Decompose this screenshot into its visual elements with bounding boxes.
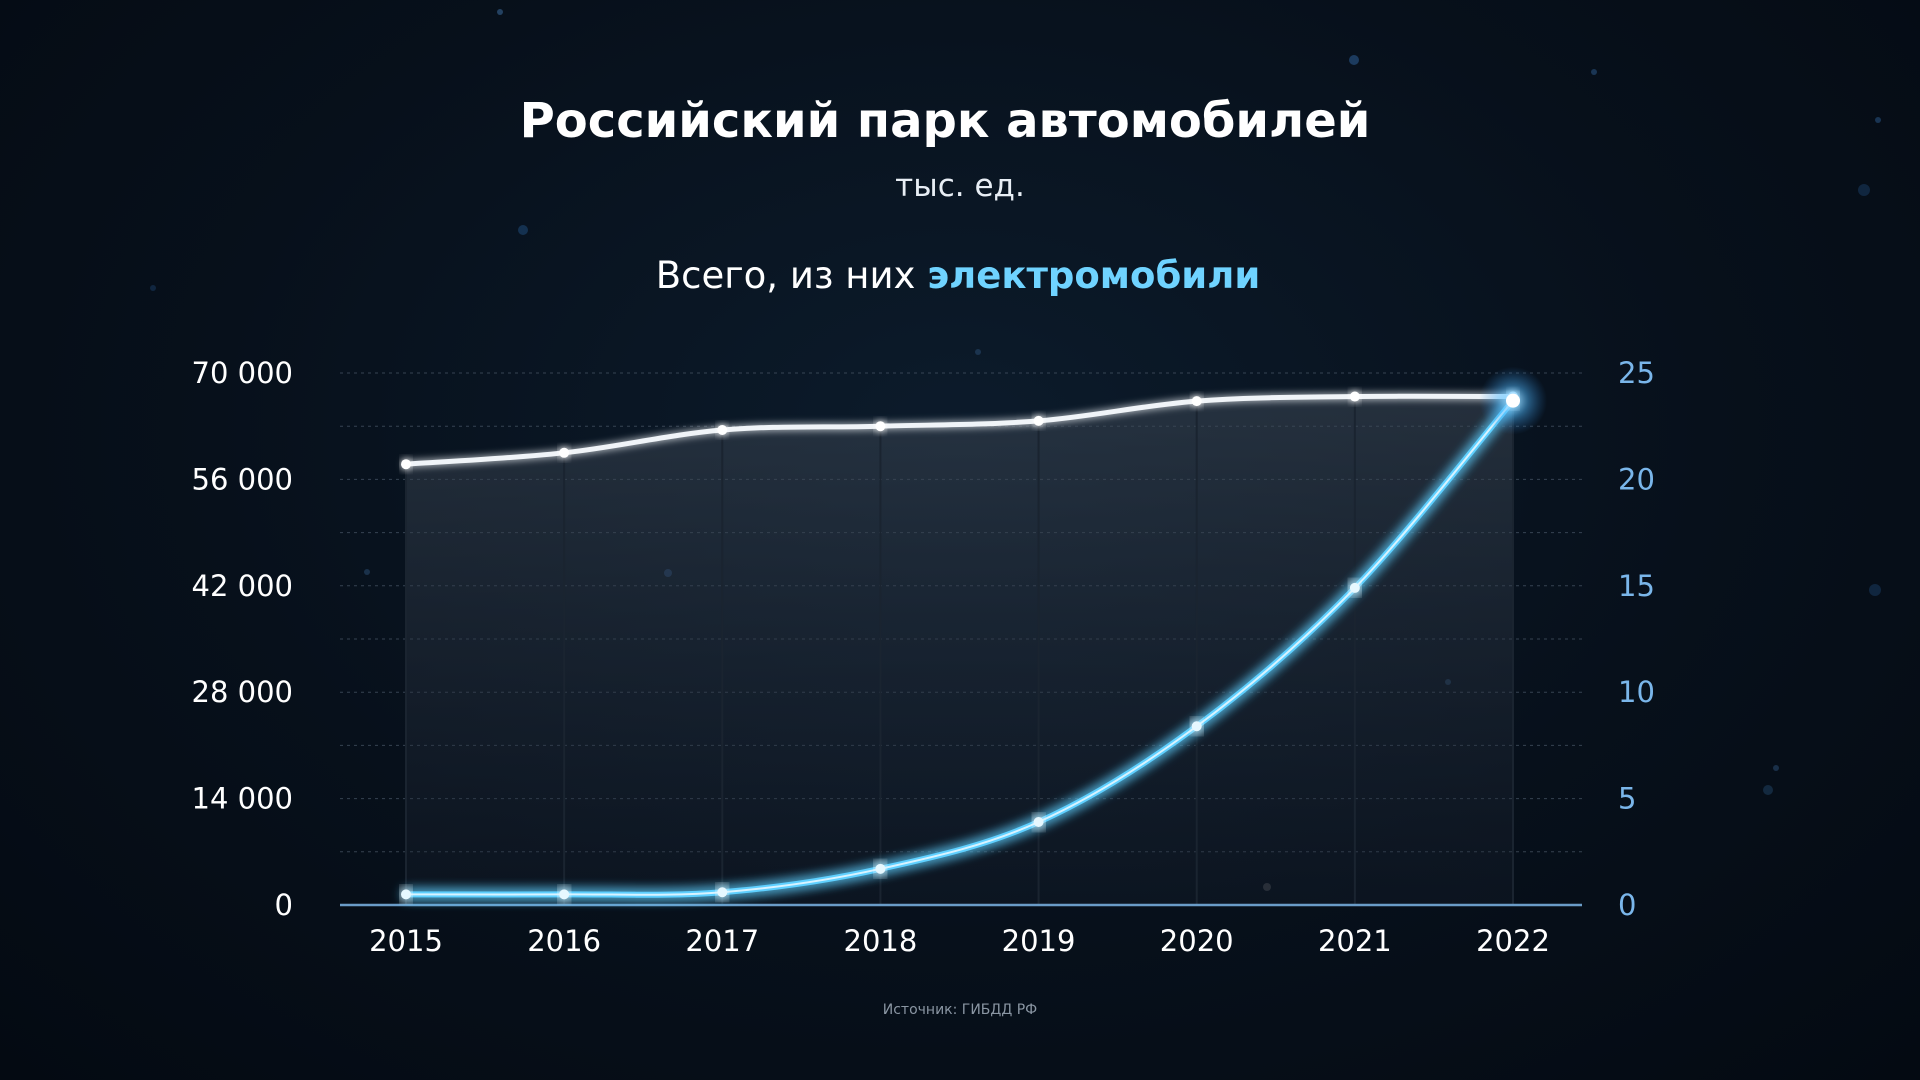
series-total-line bbox=[403, 393, 1516, 467]
y-left-tick-label: 70 000 bbox=[192, 356, 293, 390]
y-right-tick-label: 5 bbox=[1618, 782, 1636, 816]
series-total-point bbox=[717, 425, 728, 435]
series-total-point bbox=[1349, 391, 1360, 402]
series-total-point bbox=[401, 459, 411, 470]
series-ev-point bbox=[875, 863, 886, 874]
series-ev-point bbox=[717, 887, 728, 898]
series-ev-point bbox=[1033, 817, 1044, 828]
x-tick-label: 2018 bbox=[844, 924, 918, 958]
y-left-tick-label: 56 000 bbox=[192, 462, 293, 496]
x-tick-label: 2016 bbox=[527, 924, 601, 958]
x-tick-label: 2017 bbox=[685, 924, 759, 958]
chart-title: Российский парк автомобилей bbox=[520, 93, 1371, 149]
series-total-point bbox=[875, 421, 886, 432]
source-note: Источник: ГИБДД РФ bbox=[883, 1002, 1037, 1018]
legend-total-label: Всего, из них bbox=[656, 254, 927, 297]
y-right-tick-label: 15 bbox=[1618, 569, 1655, 603]
y-left-tick-label: 42 000 bbox=[192, 569, 293, 603]
series-total-point bbox=[1033, 415, 1044, 426]
x-tick-label: 2020 bbox=[1160, 924, 1234, 958]
x-tick-label: 2015 bbox=[369, 924, 443, 958]
series-ev-point bbox=[1349, 582, 1360, 593]
y-left-tick-label: 0 bbox=[275, 888, 293, 922]
y-right-tick-label: 20 bbox=[1618, 462, 1655, 496]
series-ev-point bbox=[401, 889, 411, 900]
series-ev-point bbox=[1191, 721, 1202, 732]
series-end-point bbox=[1506, 393, 1520, 408]
legend-ev-label: электромобили bbox=[927, 254, 1260, 297]
y-right-tick-label: 0 bbox=[1618, 888, 1636, 922]
y-left-tick-label: 28 000 bbox=[192, 675, 293, 709]
x-tick-label: 2019 bbox=[1002, 924, 1076, 958]
x-tick-label: 2022 bbox=[1476, 924, 1550, 958]
legend: Всего, из них электромобили bbox=[656, 254, 1261, 297]
series-total-point bbox=[1191, 396, 1202, 407]
y-left-tick-label: 14 000 bbox=[192, 782, 293, 816]
y-right-tick-label: 10 bbox=[1618, 675, 1655, 709]
y-right-tick-label: 25 bbox=[1618, 356, 1655, 390]
chart-subtitle: тыс. ед. bbox=[895, 168, 1025, 204]
x-tick-label: 2021 bbox=[1318, 924, 1392, 958]
total-area bbox=[406, 396, 1513, 905]
series-total-point bbox=[559, 447, 570, 458]
series-ev-point bbox=[559, 889, 570, 900]
